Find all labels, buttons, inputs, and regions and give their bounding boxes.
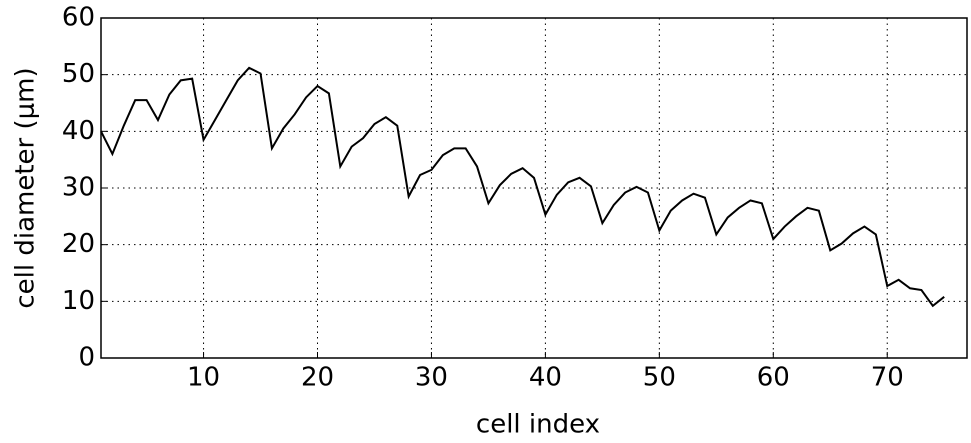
x-tick-label: 40 [529, 363, 562, 393]
y-tick-label: 50 [62, 59, 95, 89]
x-tick-label: 70 [871, 363, 904, 393]
y-tick-label: 30 [62, 173, 95, 203]
data-line [100, 66, 945, 308]
y-tick-label: 40 [62, 116, 95, 146]
x-tick-label: 30 [415, 363, 448, 393]
x-axis-label: cell index [476, 410, 600, 440]
y-tick-label: 10 [62, 286, 95, 316]
y-tick-label: 20 [62, 229, 95, 259]
plot-frame [100, 17, 968, 359]
y-tick-label: 0 [78, 343, 95, 373]
y-axis-label: cell diameter (μm) [11, 67, 41, 308]
y-tick-label: 60 [62, 3, 95, 33]
x-tick-label: 20 [301, 363, 334, 393]
x-tick-label: 60 [757, 363, 790, 393]
x-tick-label: 10 [187, 363, 220, 393]
x-tick-label: 50 [643, 363, 676, 393]
